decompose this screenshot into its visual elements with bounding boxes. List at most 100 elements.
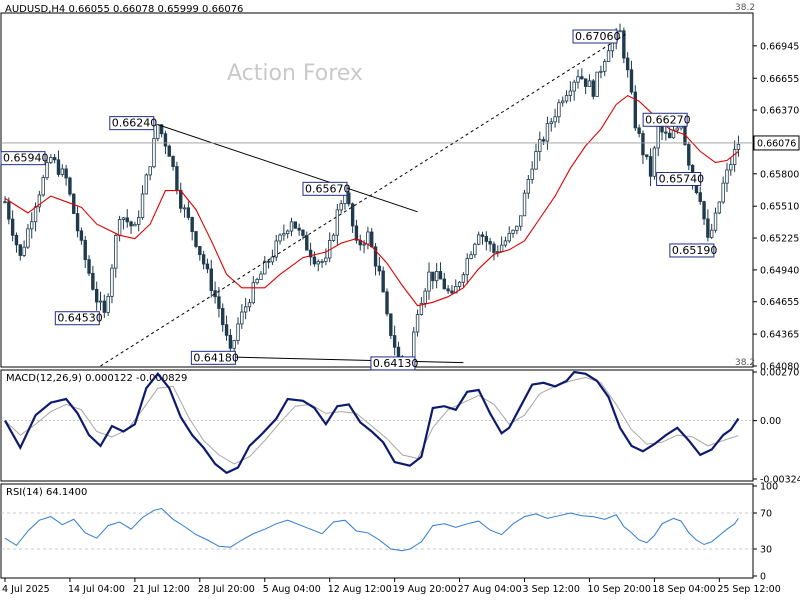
price-candle — [641, 130, 645, 165]
watermark: Action Forex — [227, 61, 363, 86]
price-candle — [240, 304, 244, 329]
price-candle — [312, 251, 317, 267]
annotation-box — [190, 350, 236, 365]
price-candle — [263, 256, 267, 275]
price-candle — [167, 144, 171, 157]
price-candle — [14, 232, 19, 253]
price-candle — [576, 69, 580, 89]
price-candle — [507, 226, 511, 243]
price-candle — [545, 116, 550, 150]
price-candle — [648, 148, 653, 187]
price-annotation: 0.65940 — [0, 151, 49, 166]
price-candle — [41, 174, 45, 197]
price-candle — [201, 250, 206, 270]
price-candle — [331, 233, 336, 242]
rsi-line — [4, 507, 739, 552]
price-candle — [152, 129, 156, 169]
price-candle — [729, 157, 733, 176]
annotation-label: 0.65940 — [3, 152, 49, 165]
price-candle — [454, 279, 458, 294]
price-candle — [606, 45, 611, 62]
annotation-label: 0.64180 — [193, 351, 239, 364]
macd-y-tick-label: 0.00 — [760, 416, 781, 427]
price-candle — [106, 293, 110, 316]
price-candle — [194, 230, 198, 249]
price-candle — [530, 161, 534, 184]
price-candle — [534, 143, 538, 170]
rsi-y-tick-label: 0 — [760, 572, 766, 583]
x-tick-label: 4 Jul 2025 — [2, 584, 50, 595]
price-candle — [316, 259, 320, 272]
price-candle — [587, 74, 592, 87]
price-y-tick-label: 0.66655 — [760, 74, 799, 85]
price-annotation: 0.65670 — [302, 181, 350, 196]
price-candle — [236, 317, 240, 345]
price-candle — [102, 294, 107, 318]
price-candle — [725, 162, 729, 192]
price-candle — [583, 78, 588, 95]
price-candle — [442, 272, 446, 290]
price-candle — [461, 272, 466, 288]
price-candle — [175, 161, 179, 195]
price-candle — [553, 108, 557, 128]
price-candle — [121, 216, 126, 230]
price-candle — [698, 186, 702, 205]
current-price-box — [753, 135, 800, 151]
price-candle — [515, 225, 519, 235]
price-candle — [496, 245, 500, 257]
annotation-box — [656, 172, 702, 187]
price-candle — [259, 270, 263, 280]
price-y-tick-label: 0.66370 — [760, 106, 799, 117]
price-y-tick-label: 0.65225 — [760, 234, 799, 245]
price-candle — [549, 118, 553, 132]
price-candle — [488, 237, 492, 252]
price-candle — [297, 223, 301, 236]
price-annotation: 0.67060 — [572, 29, 621, 44]
price-candle — [221, 303, 225, 332]
price-candle — [652, 145, 657, 180]
price-candle — [7, 197, 11, 225]
price-candle — [75, 206, 80, 238]
price-candle — [247, 299, 252, 312]
price-candle — [255, 277, 259, 285]
price-candle — [60, 164, 64, 177]
price-candle — [26, 223, 30, 249]
price-candle — [87, 255, 91, 277]
price-candle — [625, 52, 630, 78]
price-candle — [293, 221, 298, 229]
rsi-header: RSI(14) 64.1400 — [6, 487, 87, 498]
price-candle — [557, 99, 561, 124]
price-candle — [274, 234, 278, 261]
x-tick-label: 5 Aug 04:00 — [263, 584, 321, 595]
price-candle — [266, 259, 271, 269]
price-candle — [480, 231, 485, 245]
price-candle — [190, 216, 194, 241]
price-candle — [114, 232, 118, 278]
dashed-trendline — [100, 32, 628, 367]
price-candle — [30, 212, 34, 239]
price-candle — [538, 131, 542, 161]
price-annotation: 0.64530 — [54, 311, 103, 326]
price-candle — [213, 281, 217, 304]
price-candle — [450, 284, 454, 295]
price-candle — [243, 297, 248, 320]
price-candle — [49, 154, 53, 165]
x-tick-label: 3 Sep 12:00 — [523, 584, 580, 595]
annotation-box — [54, 311, 100, 326]
price-candle — [198, 246, 202, 261]
price-candle — [83, 235, 87, 269]
price-candle — [373, 243, 378, 276]
annotation-box — [669, 243, 715, 258]
price-candle — [350, 202, 355, 234]
price-candle — [129, 220, 133, 234]
price-candle — [133, 221, 137, 227]
rsi-y-tick-label: 70 — [760, 509, 772, 520]
price-candle — [484, 231, 489, 251]
annotation-label: 0.64130 — [373, 357, 419, 370]
price-candle — [732, 140, 737, 172]
price-candle — [591, 79, 595, 100]
price-candle — [710, 223, 714, 239]
y-axis: 0.669450.666550.663700.660800.658000.655… — [753, 41, 800, 583]
annotation-box — [109, 116, 155, 131]
